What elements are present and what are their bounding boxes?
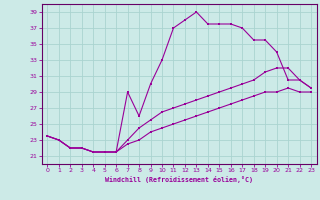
X-axis label: Windchill (Refroidissement éolien,°C): Windchill (Refroidissement éolien,°C) <box>105 176 253 183</box>
